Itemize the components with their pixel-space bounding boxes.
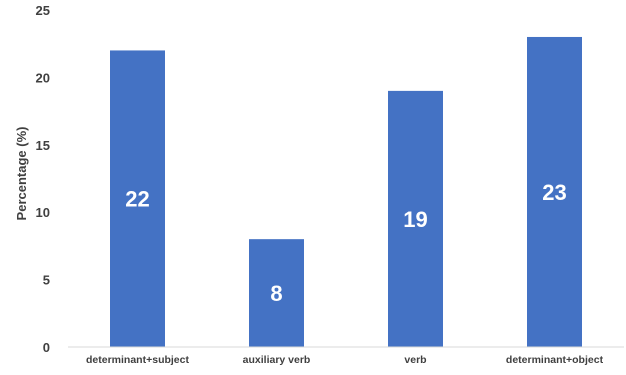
x-tick-label: verb xyxy=(404,354,426,366)
bar-data-label: 22 xyxy=(125,187,149,212)
x-tick-label: determinant+object xyxy=(506,354,604,366)
x-axis-ticks: determinant+subject auxiliary verb verb det… xyxy=(86,354,604,366)
bar-data-label: 23 xyxy=(542,180,566,205)
x-tick-label: determinant+subject xyxy=(86,354,189,366)
bars: 22 8 19 23 xyxy=(110,36,582,348)
y-tick-label: 5 xyxy=(43,273,50,288)
bar-data-label: 19 xyxy=(403,207,427,232)
bar xyxy=(249,239,304,347)
y-tick-label: 0 xyxy=(43,340,50,355)
y-tick-label: 15 xyxy=(36,138,50,153)
bar xyxy=(110,50,165,347)
bar xyxy=(388,90,443,347)
y-tick-label: 20 xyxy=(36,70,50,85)
y-axis-title: Percentage (%) xyxy=(14,127,29,221)
y-tick-label: 10 xyxy=(36,205,50,220)
bar-data-label: 8 xyxy=(270,281,282,306)
y-axis-ticks: 0 5 10 15 20 25 xyxy=(36,3,50,355)
y-tick-label: 25 xyxy=(36,3,50,18)
bar xyxy=(527,36,582,348)
x-tick-label: auxiliary verb xyxy=(243,354,311,366)
